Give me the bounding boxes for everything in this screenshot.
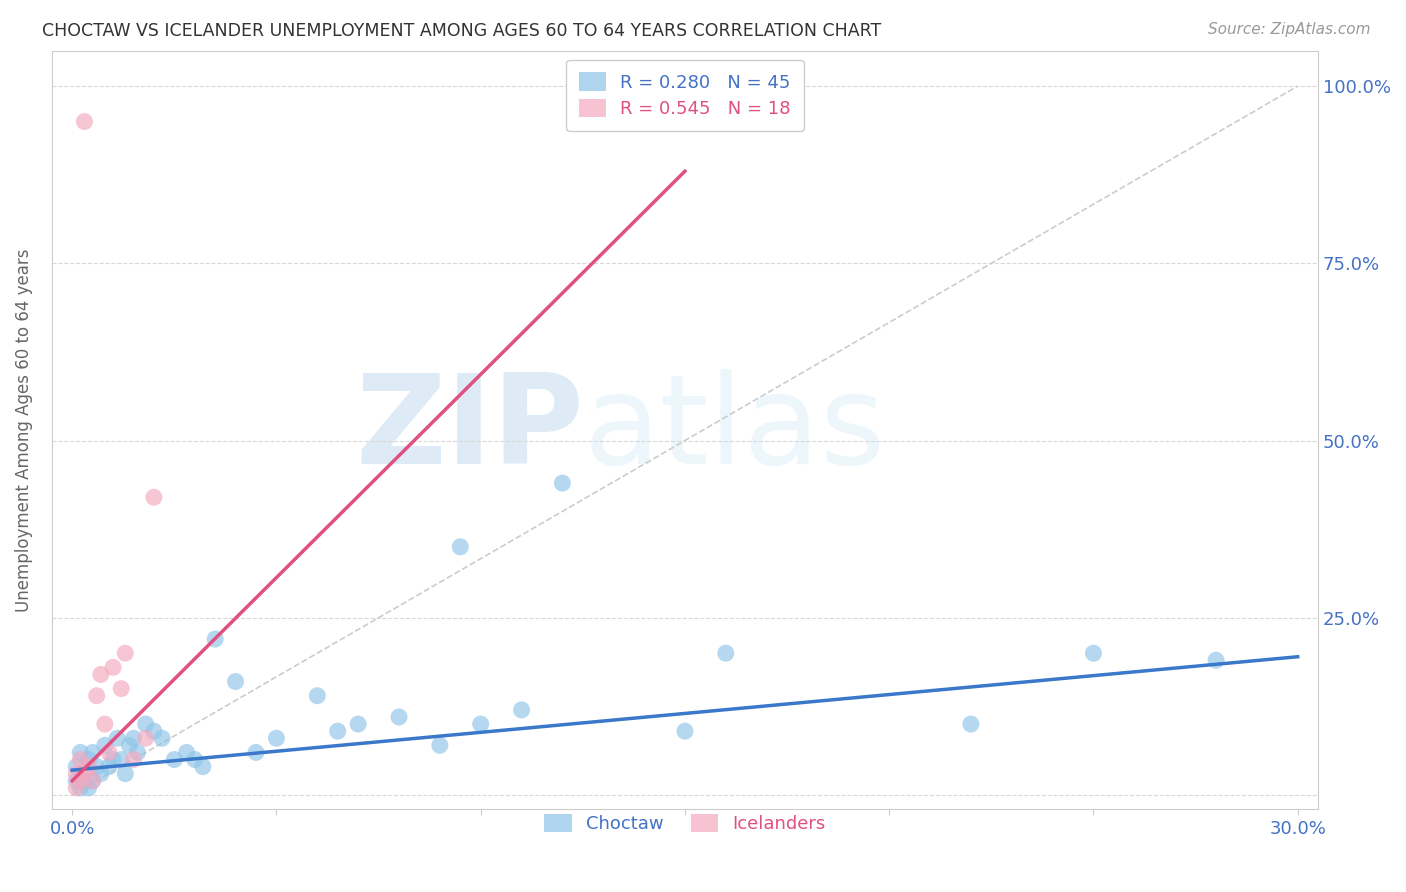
Y-axis label: Unemployment Among Ages 60 to 64 years: Unemployment Among Ages 60 to 64 years — [15, 248, 32, 612]
Text: Source: ZipAtlas.com: Source: ZipAtlas.com — [1208, 22, 1371, 37]
Point — [142, 490, 165, 504]
Text: atlas: atlas — [583, 369, 886, 491]
Point — [388, 710, 411, 724]
Point — [86, 689, 108, 703]
Point — [673, 724, 696, 739]
Legend: Choctaw, Icelanders: Choctaw, Icelanders — [531, 801, 838, 846]
Point — [449, 540, 471, 554]
Point — [69, 752, 91, 766]
Point — [90, 667, 112, 681]
Point — [307, 689, 329, 703]
Point — [326, 724, 349, 739]
Point — [90, 766, 112, 780]
Point — [176, 746, 198, 760]
Point — [150, 731, 173, 746]
Point — [94, 739, 117, 753]
Text: ZIP: ZIP — [354, 369, 583, 491]
Point — [101, 660, 124, 674]
Point — [69, 746, 91, 760]
Point — [110, 681, 132, 696]
Point — [82, 773, 104, 788]
Point — [97, 746, 120, 760]
Point — [73, 773, 96, 788]
Point — [77, 752, 100, 766]
Point — [347, 717, 370, 731]
Point — [191, 759, 214, 773]
Point — [960, 717, 983, 731]
Point — [94, 717, 117, 731]
Point — [122, 731, 145, 746]
Point — [97, 759, 120, 773]
Point — [69, 780, 91, 795]
Point — [110, 752, 132, 766]
Point — [105, 731, 128, 746]
Point — [510, 703, 533, 717]
Point — [114, 646, 136, 660]
Point — [77, 780, 100, 795]
Point — [65, 780, 87, 795]
Point — [225, 674, 247, 689]
Point — [127, 746, 149, 760]
Point — [69, 773, 91, 788]
Point — [429, 739, 451, 753]
Point — [1083, 646, 1105, 660]
Point — [118, 739, 141, 753]
Point — [122, 752, 145, 766]
Point — [163, 752, 186, 766]
Point — [65, 759, 87, 773]
Point — [77, 759, 100, 773]
Point — [1205, 653, 1227, 667]
Point — [551, 476, 574, 491]
Point — [82, 773, 104, 788]
Point — [142, 724, 165, 739]
Text: CHOCTAW VS ICELANDER UNEMPLOYMENT AMONG AGES 60 TO 64 YEARS CORRELATION CHART: CHOCTAW VS ICELANDER UNEMPLOYMENT AMONG … — [42, 22, 882, 40]
Point — [101, 752, 124, 766]
Point — [470, 717, 492, 731]
Point — [245, 746, 267, 760]
Point — [266, 731, 288, 746]
Point — [714, 646, 737, 660]
Point — [135, 731, 157, 746]
Point — [65, 773, 87, 788]
Point — [114, 766, 136, 780]
Point — [73, 114, 96, 128]
Point — [204, 632, 226, 646]
Point — [135, 717, 157, 731]
Point — [82, 746, 104, 760]
Point — [86, 759, 108, 773]
Point — [73, 766, 96, 780]
Point — [183, 752, 205, 766]
Point — [65, 766, 87, 780]
